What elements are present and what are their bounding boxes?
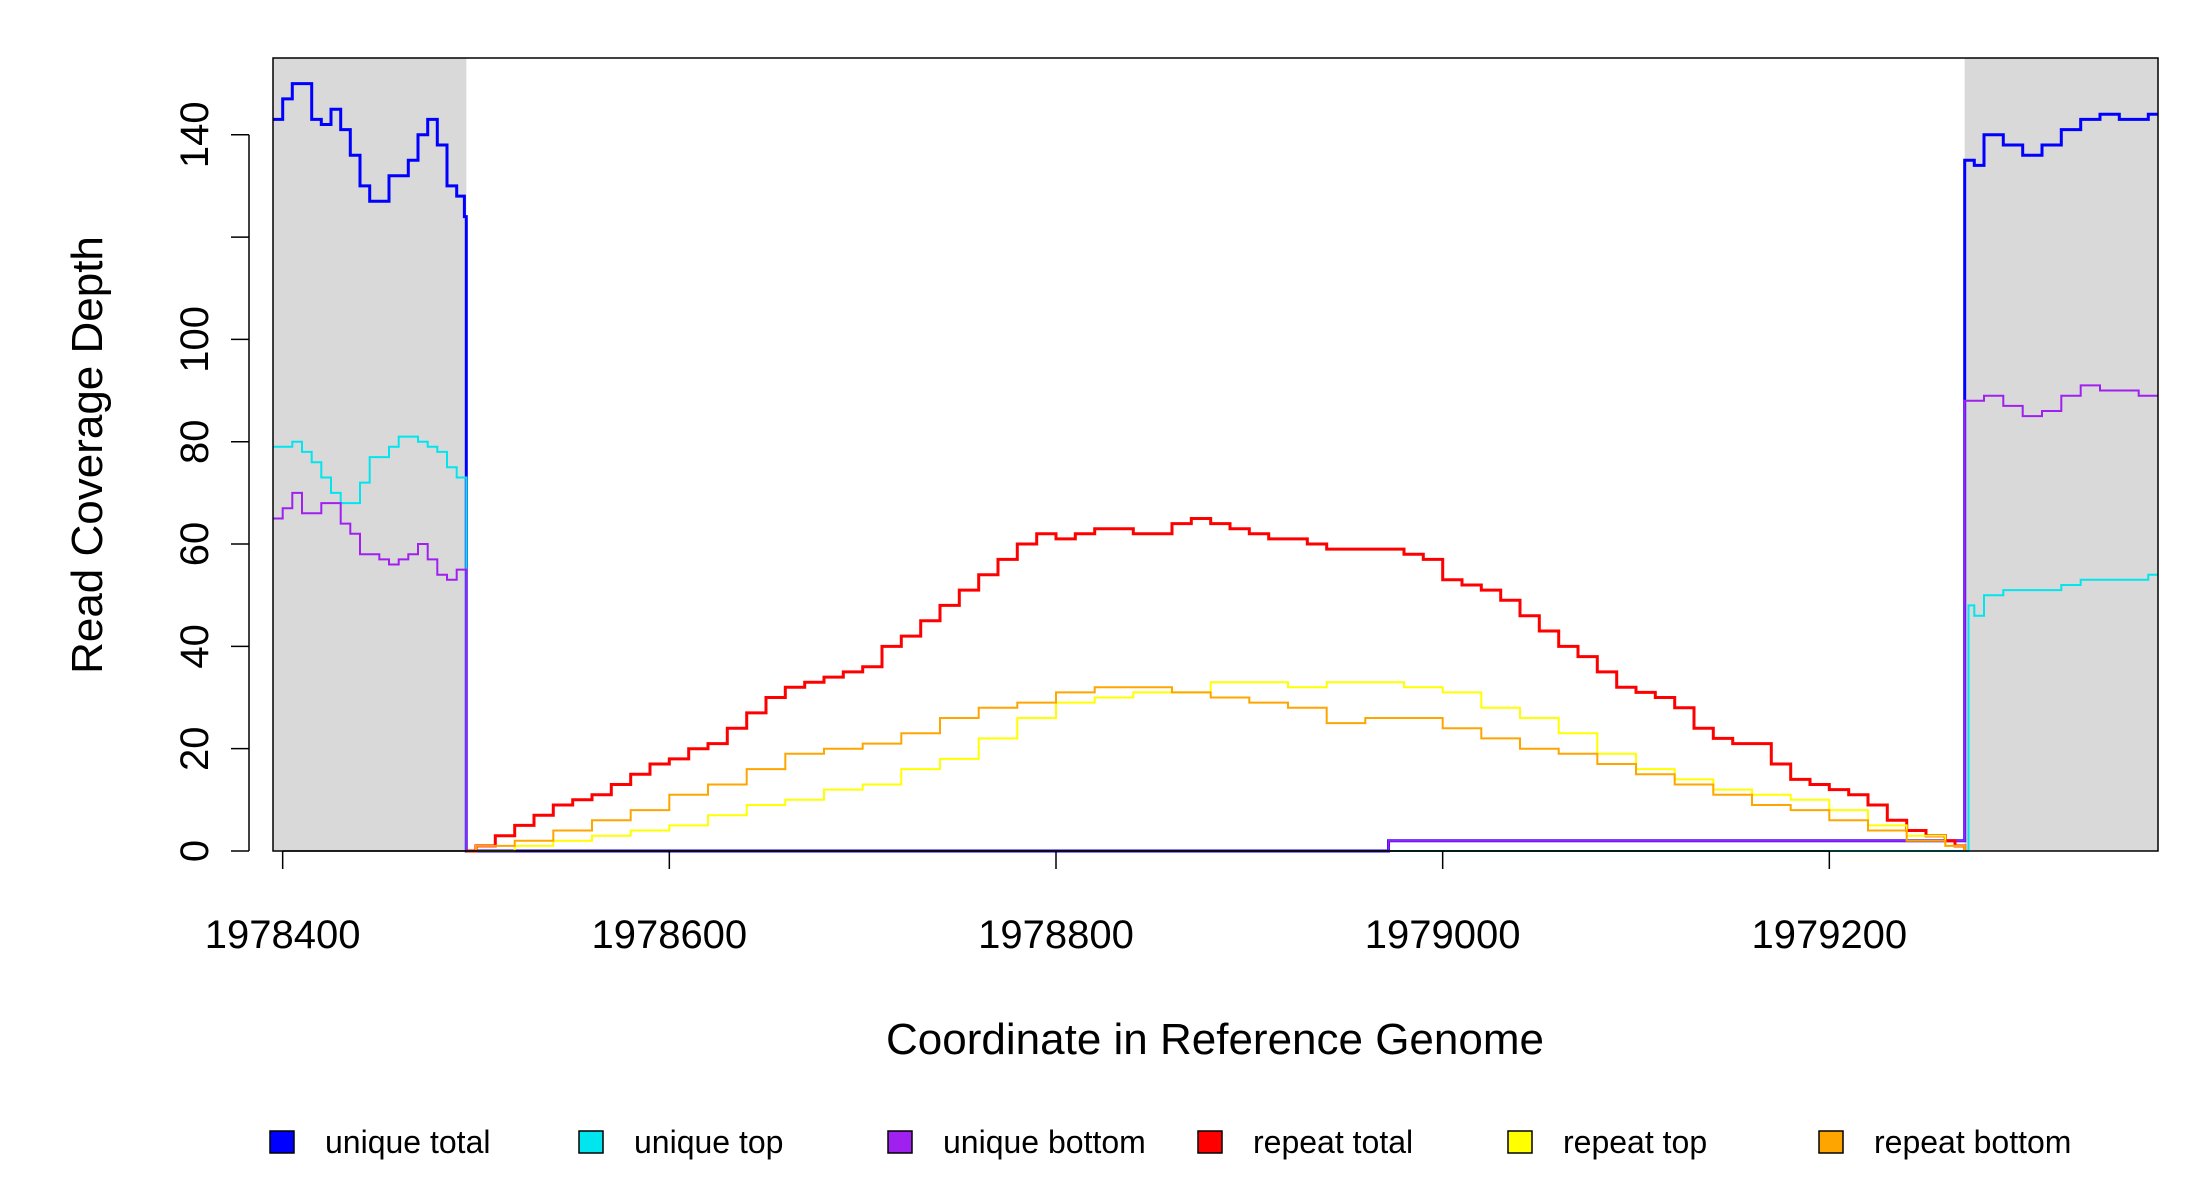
x-tick-label: 1978400 xyxy=(205,913,361,957)
legend-swatch xyxy=(269,1130,295,1154)
legend-label: unique top xyxy=(634,1124,783,1160)
legend-label: unique total xyxy=(325,1124,490,1160)
legend-swatch xyxy=(887,1130,913,1154)
y-tick-label: 20 xyxy=(173,726,217,771)
legend-label: unique bottom xyxy=(943,1124,1146,1160)
series-line-repeat-bottom xyxy=(466,686,1966,852)
x-tick-label: 1978800 xyxy=(978,913,1134,957)
y-tick-label: 60 xyxy=(173,522,217,567)
legend-item-repeat-bottom: repeat bottom xyxy=(1818,1124,2071,1160)
x-axis-title: Coordinate in Reference Genome xyxy=(886,1015,1544,1064)
legend-swatch xyxy=(1507,1130,1533,1154)
y-tick-label: 140 xyxy=(173,101,217,168)
y-axis: 0 20 40 60 80 100 140 xyxy=(173,101,250,862)
y-tick-label: 40 xyxy=(173,624,217,669)
legend-item-unique-top: unique top xyxy=(578,1124,783,1160)
x-tick-label: 1979200 xyxy=(1751,913,1907,957)
series-lines xyxy=(273,82,2158,853)
x-tick-label: 1979000 xyxy=(1365,913,1521,957)
series-line-repeat-total xyxy=(466,517,1967,853)
legend-item-unique-bottom: unique bottom xyxy=(887,1124,1146,1160)
legend: unique total unique top unique bottom repea… xyxy=(269,1124,2071,1160)
legend-item-repeat-total: repeat total xyxy=(1197,1124,1413,1160)
legend-label: repeat total xyxy=(1253,1124,1413,1160)
legend-item-repeat-top: repeat top xyxy=(1507,1124,1707,1160)
y-tick-label: 100 xyxy=(173,306,217,373)
legend-label: repeat top xyxy=(1563,1124,1707,1160)
x-axis: 1978400 1978600 1978800 1979000 1979200 xyxy=(205,850,1907,957)
series-line-unique-top xyxy=(273,435,2158,852)
legend-swatch xyxy=(578,1130,604,1154)
y-tick-label: 80 xyxy=(173,419,217,464)
y-axis-title: Read Coverage Depth xyxy=(63,236,112,674)
shaded-region-1 xyxy=(1964,58,2158,851)
y-tick-label: 0 xyxy=(173,840,217,862)
x-tick-label: 1978600 xyxy=(591,913,747,957)
legend-swatch xyxy=(1818,1130,1844,1154)
shaded-region-0 xyxy=(273,58,467,851)
series-line-unique-bottom xyxy=(273,384,2158,852)
plot-frame xyxy=(272,57,2159,852)
shaded-regions xyxy=(273,58,2158,851)
legend-swatch xyxy=(1197,1130,1223,1154)
series-line-repeat-top xyxy=(466,681,1966,852)
legend-item-unique-total: unique total xyxy=(269,1124,490,1160)
legend-label: repeat bottom xyxy=(1874,1124,2071,1160)
series-line-unique-total xyxy=(273,82,2158,853)
